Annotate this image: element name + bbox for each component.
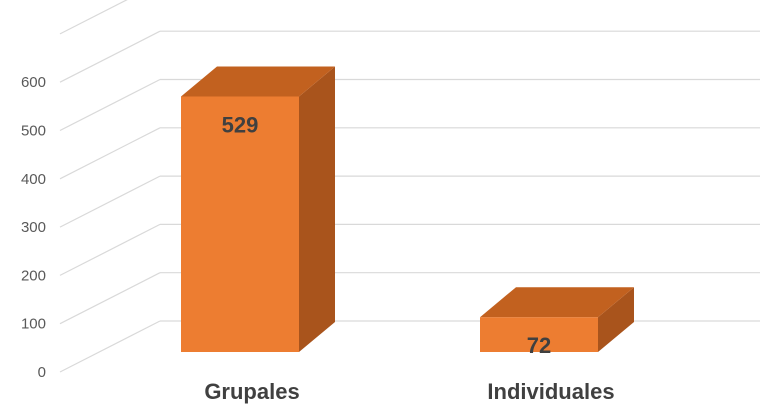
data-label: 72 [527,333,551,358]
gridline-side [59,0,128,35]
bar-individuales: 72 [480,287,634,358]
gridline-side [59,175,161,228]
gridline-side [59,223,161,276]
y-tick-label: 0 [38,364,46,381]
y-tick-label: 400 [21,171,46,188]
y-axis: 0 100 200 300 400 500 600 [21,74,46,381]
gridline-side [59,127,161,180]
bar-grupales: 529 [181,66,335,353]
y-tick-label: 200 [21,267,46,284]
x-category-label: Grupales [204,379,299,404]
data-label: 529 [222,112,259,137]
gridline-side [59,272,161,325]
bars: 529 72 [181,66,634,358]
bar-side [299,66,335,353]
y-tick-label: 500 [21,123,46,140]
bar-front [181,96,299,352]
bar-front [480,317,598,352]
gridline-side [59,78,161,132]
gridline-side [59,30,161,83]
bar-top [181,66,335,97]
x-category-label: Individuales [487,379,614,404]
gridlines [59,0,760,373]
y-tick-label: 300 [21,219,46,236]
bar-side [598,287,634,352]
y-tick-label: 600 [21,74,46,91]
bar-top [480,287,634,318]
gridline-side [59,320,161,373]
y-tick-label: 100 [21,316,46,333]
